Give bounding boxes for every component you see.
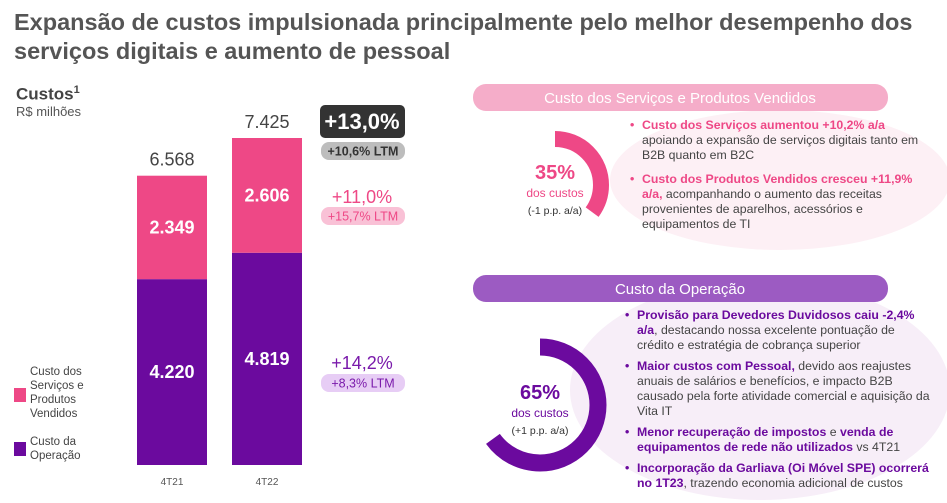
bullet-list: Custo dos Serviços aumentou +10,2% a/a a… — [630, 118, 930, 241]
bullet-text: vs 4T21 — [852, 440, 901, 454]
legend-swatch — [14, 388, 26, 402]
bullet-text: venda de equipamentos de rede não utiliz… — [637, 425, 894, 454]
bullet-text: Incorporação da Garliava (Oi Móvel SPE) … — [637, 461, 929, 490]
bullet-text: Custo dos Produtos Vendidos cresceu +11,… — [642, 172, 913, 201]
section-title: Custo da Operação — [615, 281, 745, 298]
donut-arc — [501, 131, 609, 239]
section-title: Custo dos Serviços e Produtos Vendidos — [544, 90, 816, 107]
growth-label: +11,0% — [332, 187, 392, 207]
share-change: (+1 p.p. a/a) — [512, 425, 569, 437]
bar-segment — [137, 175, 207, 280]
bullet: Maior custos com Pessoal, devido aos rea… — [625, 359, 930, 419]
growth-box — [320, 105, 405, 138]
share-label: 65% — [520, 382, 560, 404]
chart-title: Custos1 — [16, 84, 80, 104]
bullet-text: Custo dos Serviços aumentou +10,2% a/a — [642, 118, 885, 132]
share-label: 35% — [535, 162, 575, 184]
growth-label: +13,0% — [324, 109, 399, 134]
x-tick-label: 4T21 — [161, 477, 184, 488]
value-label: 4.220 — [149, 362, 194, 382]
bullet: Custo dos Serviços aumentou +10,2% a/a a… — [630, 118, 930, 163]
share-text: dos custos — [511, 406, 568, 420]
ltm-label: +8,3% LTM — [331, 377, 394, 391]
x-tick-label: 4T22 — [256, 477, 279, 488]
bullet-text: e — [826, 425, 840, 439]
bar-segment — [232, 252, 302, 465]
legend-label: Custo dos Serviços e Produtos Vendidos — [30, 366, 84, 420]
bullet-text: acompanhando o aumento das receitas prov… — [642, 187, 882, 231]
bullet: Provisão para Devedores Duvidosos caiu -… — [625, 308, 930, 353]
bullet-list: Provisão para Devedores Duvidosos caiu -… — [625, 308, 930, 497]
ltm-pill — [321, 142, 405, 160]
growth-label: +14,2% — [331, 353, 393, 373]
bullet-text: Provisão para Devedores Duvidosos caiu -… — [637, 308, 915, 337]
bar-segment — [137, 279, 207, 465]
ltm-label: +10,6% LTM — [328, 145, 399, 159]
footnote-mark: 1 — [73, 84, 80, 96]
slide-title: Expansão de custos impulsionada principa… — [14, 9, 913, 64]
ltm-pill — [321, 374, 405, 392]
ltm-label: +15,7% LTM — [328, 210, 398, 224]
bullet: Menor recuperação de impostos e venda de… — [625, 425, 930, 455]
chart-subtitle: R$ milhões — [16, 104, 82, 119]
total-label: 7.425 — [244, 112, 289, 132]
section-header — [473, 275, 888, 302]
bullet-text: Menor recuperação de impostos — [637, 425, 827, 439]
section-header — [473, 84, 888, 111]
value-label: 4.819 — [244, 349, 289, 369]
bullet: Incorporação da Garliava (Oi Móvel SPE) … — [625, 461, 930, 491]
bullet-text: Maior custos com Pessoal, — [637, 359, 795, 373]
bullet-text: , trazendo economia adicional de custos — [683, 476, 903, 490]
value-label: 2.606 — [244, 185, 289, 205]
share-change: (-1 p.p. a/a) — [528, 205, 582, 217]
value-label: 2.349 — [149, 217, 194, 237]
bullet-text: , destacando nossa excelente pontuação d… — [637, 323, 895, 352]
legend-swatch — [14, 442, 26, 456]
bullet-text: devido aos reajustes anuais de salários … — [637, 359, 930, 418]
total-label: 6.568 — [149, 150, 194, 170]
bullet: Custo dos Produtos Vendidos cresceu +11,… — [630, 172, 930, 232]
legend-label: Custo da Operação — [30, 436, 81, 462]
bar-segment — [232, 138, 302, 253]
share-text: dos custos — [526, 186, 583, 200]
bullet-text: apoiando a expansão de serviços digitais… — [642, 133, 919, 162]
ltm-pill — [321, 207, 405, 225]
donut-arc — [473, 338, 607, 472]
